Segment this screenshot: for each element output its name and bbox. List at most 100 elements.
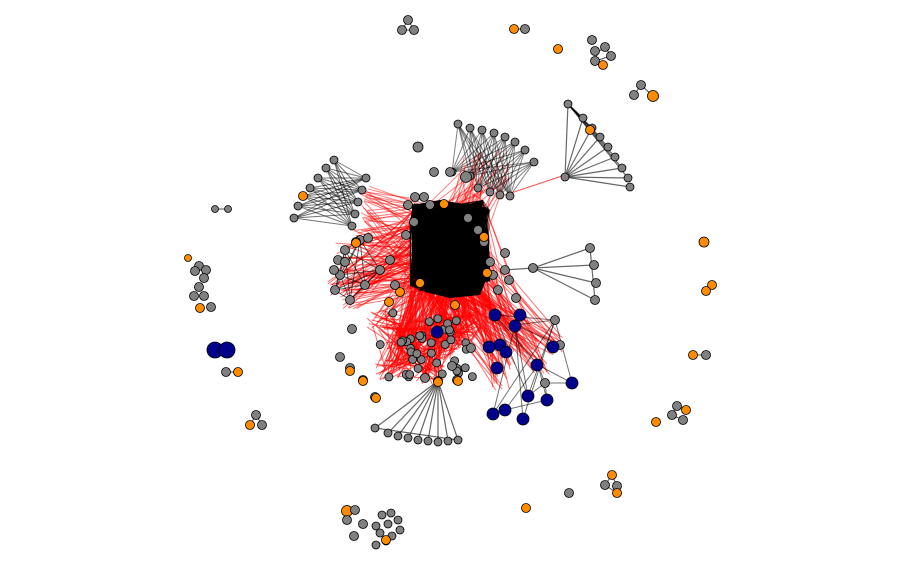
black-edge: [451, 123, 459, 173]
gray-node: [189, 291, 199, 301]
gray-node: [529, 157, 539, 167]
gray-node: [423, 436, 433, 446]
blue-node: [540, 393, 554, 407]
gray-node: [405, 370, 415, 379]
black-edge: [532, 267, 597, 284]
gray-node: [409, 25, 419, 35]
gray-node: [357, 185, 367, 195]
black-edge: [537, 364, 573, 384]
black-edge: [387, 380, 439, 434]
gray-node: [587, 35, 597, 45]
orange-node: [371, 393, 381, 403]
gray-node: [194, 282, 204, 292]
gray-node: [375, 265, 385, 275]
gray-node: [396, 337, 406, 347]
core-edge: [410, 284, 421, 292]
gray-node: [489, 128, 499, 138]
gray-node: [625, 182, 635, 192]
black-edge: [514, 324, 529, 397]
black-edge: [477, 141, 516, 189]
gray-node: [313, 173, 323, 183]
gray-node: [375, 340, 385, 349]
gray-node: [257, 420, 267, 430]
black-edge: [293, 217, 353, 227]
gray-node: [305, 183, 315, 193]
blue-node: [565, 376, 579, 390]
gray-node: [589, 260, 599, 270]
gray-node: [395, 525, 405, 535]
gray-node: [578, 113, 588, 123]
red-edge: [368, 323, 459, 342]
gray-node: [445, 167, 455, 177]
black-edge: [504, 364, 539, 411]
orange-node: [701, 286, 711, 296]
black-edge: [564, 136, 601, 178]
gray-node: [590, 295, 600, 305]
gray-node: [413, 364, 423, 373]
gray-node: [426, 338, 436, 348]
black-edge: [309, 187, 359, 203]
gray-node: [590, 46, 600, 56]
black-edge: [309, 177, 367, 189]
gray-node: [388, 308, 398, 318]
gray-node: [383, 428, 393, 438]
gray-node: [460, 171, 472, 183]
gray-node: [520, 24, 530, 34]
black-edge: [514, 324, 524, 420]
gray-node: [221, 367, 231, 377]
gray-node: [340, 245, 350, 255]
blue-node: [516, 412, 530, 426]
red-edge: [331, 211, 413, 286]
orange-node: [453, 376, 463, 386]
black-edges-layer: [215, 19, 706, 494]
orange-node: [521, 503, 531, 513]
black-edge: [451, 129, 483, 173]
blue-node: [513, 308, 527, 322]
black-edge: [493, 132, 511, 197]
gray-node: [251, 410, 261, 420]
blue-node: [499, 345, 513, 359]
gray-node: [347, 324, 357, 334]
gray-node: [412, 349, 422, 359]
black-edge: [477, 132, 495, 189]
gray-node: [563, 99, 573, 109]
blue-node: [508, 319, 522, 333]
orange-node: [345, 366, 355, 376]
black-edge: [564, 146, 609, 178]
gray-node: [429, 167, 439, 177]
gray-node: [678, 415, 688, 425]
gray-node: [409, 217, 419, 227]
black-edge: [349, 239, 361, 301]
gray-node: [361, 173, 371, 183]
blue-node: [521, 389, 535, 403]
gray-node: [353, 197, 363, 207]
gray-node: [349, 531, 359, 541]
orange-node: [688, 350, 698, 360]
gray-node: [371, 540, 381, 550]
gray-node: [385, 255, 395, 265]
red-edge: [383, 278, 420, 365]
gray-node: [701, 350, 711, 360]
black-edge: [302, 177, 367, 197]
black-edge: [564, 156, 616, 178]
black-edge: [489, 149, 526, 193]
black-edge: [469, 161, 535, 177]
gray-node: [360, 280, 370, 290]
black-edge: [509, 141, 516, 197]
orange-node: [698, 236, 710, 248]
black-edge: [437, 380, 459, 441]
gray-node: [377, 510, 387, 520]
orange-node: [245, 420, 255, 430]
gray-node: [493, 285, 503, 295]
black-edge: [339, 269, 381, 276]
black-edge: [554, 319, 573, 384]
orange-node: [651, 417, 661, 427]
blue-node: [430, 325, 444, 339]
black-edge: [333, 159, 367, 179]
gray-node: [397, 25, 407, 35]
gray-node: [371, 521, 381, 531]
gray-node: [443, 436, 453, 446]
red-edge: [385, 319, 471, 348]
orange-node: [647, 90, 659, 102]
gray-node: [375, 528, 385, 538]
